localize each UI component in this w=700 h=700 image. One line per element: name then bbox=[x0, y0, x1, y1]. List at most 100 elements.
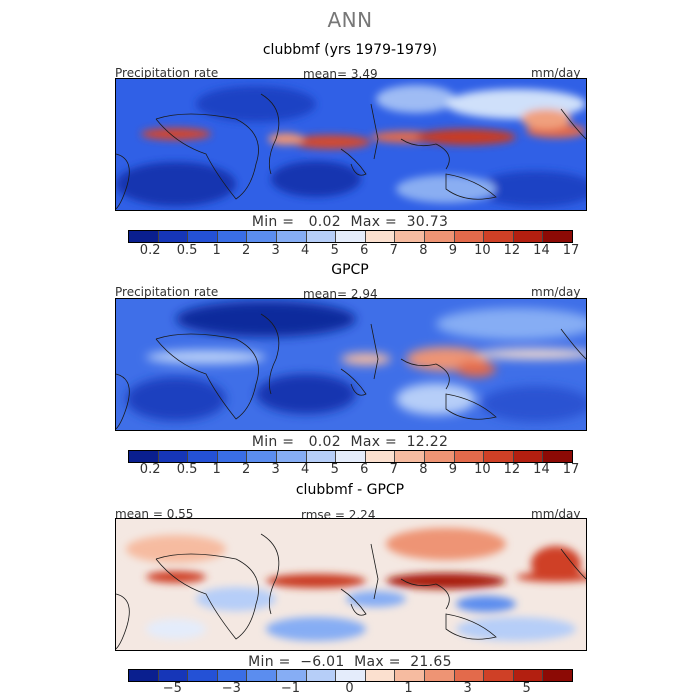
colorbar-swatch bbox=[129, 231, 159, 242]
colorbar-swatch bbox=[513, 451, 544, 462]
colorbar-tick-label: −1 bbox=[280, 681, 301, 696]
colorbar-swatch bbox=[276, 231, 307, 242]
colorbar-tick-label: 9 bbox=[448, 243, 457, 258]
colorbar-tick-labels: 0.2 0.5 1 2 3 4 5 6 7 8 9 10 12 14 17 bbox=[128, 243, 579, 259]
colorbar-swatch bbox=[484, 451, 514, 462]
colorbar-swatch bbox=[217, 670, 248, 681]
colorbar-swatch bbox=[306, 451, 337, 462]
colorbar-swatch bbox=[306, 670, 337, 681]
colorbar-tick-label: 5 bbox=[330, 243, 339, 258]
colorbar-tick-label: 12 bbox=[503, 243, 521, 258]
colorbar-swatch bbox=[336, 670, 366, 681]
colorbar-tick-label: 1 bbox=[212, 243, 221, 258]
colorbar-swatch bbox=[247, 231, 277, 242]
colorbar-swatch bbox=[129, 670, 159, 681]
colorbar bbox=[128, 669, 573, 682]
colorbar-tick-label: 9 bbox=[448, 462, 457, 477]
map-panel-model bbox=[115, 78, 587, 211]
colorbar-tick-label: 3 bbox=[271, 462, 280, 477]
colorbar-swatch bbox=[306, 231, 337, 242]
colorbar-tick-label: 5 bbox=[522, 681, 531, 696]
colorbar-tick-label: −3 bbox=[221, 681, 241, 696]
colorbar-tick-label: 0.5 bbox=[176, 462, 198, 477]
colorbar-swatch bbox=[424, 451, 455, 462]
colorbar-tick-label: 2 bbox=[241, 243, 251, 258]
panel-units-label: mm/day bbox=[531, 66, 581, 80]
colorbar-swatch bbox=[365, 451, 396, 462]
colorbar-tick-labels: 0.2 0.5 1 2 3 4 5 6 7 8 9 10 12 14 17 bbox=[128, 462, 579, 478]
colorbar-swatch bbox=[424, 231, 455, 242]
colorbar-tick-label: 1 bbox=[404, 681, 413, 696]
colorbar-swatch bbox=[513, 231, 544, 242]
colorbar-swatch bbox=[217, 231, 248, 242]
colorbar-tick-label: 1 bbox=[212, 462, 221, 477]
colorbar-tick-label: 4 bbox=[301, 462, 310, 477]
colorbar-tick-label: 0.2 bbox=[139, 243, 161, 258]
colorbar-tick-labels: −5 −3 −1 0 1 3 5 bbox=[128, 681, 573, 697]
panel-min-max: Min = −6.01 Max = 21.65 bbox=[248, 654, 452, 670]
colorbar-swatch bbox=[395, 451, 425, 462]
colorbar-swatch bbox=[513, 670, 544, 681]
map-panel-obs bbox=[115, 298, 587, 431]
colorbar-swatch bbox=[188, 451, 218, 462]
colorbar-tick-label: 8 bbox=[419, 462, 428, 477]
colorbar-swatch bbox=[158, 670, 189, 681]
panel-left-label: Precipitation rate bbox=[115, 66, 219, 80]
colorbar-swatch bbox=[336, 451, 366, 462]
colorbar-tick-label: 5 bbox=[330, 462, 339, 477]
colorbar-tick-label: 2 bbox=[241, 462, 251, 477]
colorbar-swatch bbox=[188, 231, 218, 242]
colorbar-swatch bbox=[454, 670, 485, 681]
panel-title-diff: clubbmf - GPCP bbox=[295, 482, 405, 498]
panel-min-max: Min = 0.02 Max = 30.73 bbox=[251, 214, 449, 230]
colorbar-swatch bbox=[158, 231, 189, 242]
colorbar-tick-label: 10 bbox=[474, 462, 491, 477]
figure-title: ANN bbox=[327, 8, 373, 32]
colorbar-swatch bbox=[424, 670, 455, 681]
colorbar-tick-label: 17 bbox=[562, 462, 580, 477]
colorbar bbox=[128, 230, 573, 243]
colorbar-swatch bbox=[543, 231, 572, 242]
colorbar-tick-label: 17 bbox=[562, 243, 580, 258]
panel-title-obs: GPCP bbox=[331, 262, 369, 278]
map-panel-diff bbox=[115, 518, 587, 651]
colorbar-swatch bbox=[129, 451, 159, 462]
colorbar-tick-label: 14 bbox=[533, 243, 550, 258]
panel-mean-label: mean= 3.49 bbox=[303, 67, 378, 81]
colorbar-tick-label: 0.5 bbox=[176, 243, 198, 258]
panel-mean-label: mean = 0.55 bbox=[115, 507, 194, 521]
colorbar-tick-label: 14 bbox=[533, 462, 550, 477]
colorbar-swatch bbox=[395, 231, 425, 242]
colorbar-tick-label: 10 bbox=[474, 243, 491, 258]
colorbar-swatch bbox=[484, 670, 514, 681]
colorbar bbox=[128, 450, 573, 463]
panel-mean-label: mean= 2.94 bbox=[303, 287, 378, 301]
panel-units-label: mm/day bbox=[531, 507, 581, 521]
colorbar-swatch bbox=[158, 451, 189, 462]
colorbar-swatch bbox=[543, 451, 572, 462]
colorbar-tick-label: 6 bbox=[360, 462, 369, 477]
colorbar-tick-label: 3 bbox=[463, 681, 472, 696]
colorbar-swatch bbox=[336, 231, 366, 242]
colorbar-swatch bbox=[365, 231, 396, 242]
colorbar-swatch bbox=[247, 451, 277, 462]
colorbar-tick-label: 7 bbox=[389, 243, 398, 258]
colorbar-swatch bbox=[454, 231, 485, 242]
panel-units-label: mm/day bbox=[531, 285, 581, 299]
panel-title-model: clubbmf (yrs 1979-1979) bbox=[262, 42, 438, 58]
colorbar-tick-label: 3 bbox=[271, 243, 280, 258]
colorbar-tick-label: 12 bbox=[503, 462, 521, 477]
colorbar-swatch bbox=[395, 670, 425, 681]
colorbar-swatch bbox=[365, 670, 396, 681]
colorbar-tick-label: 6 bbox=[360, 243, 369, 258]
colorbar-tick-label: 0 bbox=[345, 681, 354, 696]
colorbar-swatch bbox=[543, 670, 572, 681]
colorbar-tick-label: 8 bbox=[419, 243, 428, 258]
colorbar-swatch bbox=[217, 451, 248, 462]
panel-left-label: Precipitation rate bbox=[115, 285, 219, 299]
colorbar-swatch bbox=[484, 231, 514, 242]
colorbar-tick-label: 0.2 bbox=[139, 462, 161, 477]
colorbar-swatch bbox=[188, 670, 218, 681]
panel-min-max: Min = 0.02 Max = 12.22 bbox=[251, 434, 449, 450]
colorbar-swatch bbox=[454, 451, 485, 462]
